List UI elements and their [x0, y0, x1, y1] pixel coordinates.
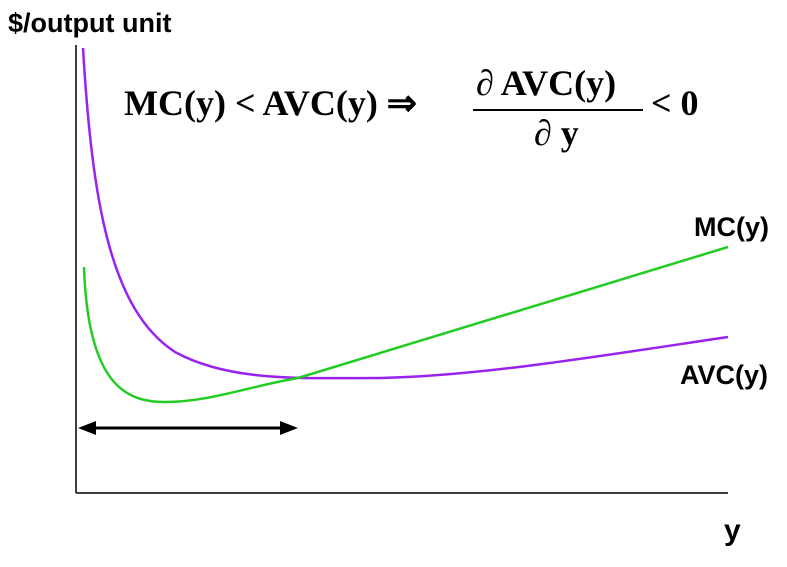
fraction-bar — [473, 109, 643, 111]
equation-right: < 0 — [651, 83, 699, 123]
mc-curve — [82, 245, 729, 404]
avc-curve-label: AVC(y) — [680, 360, 769, 390]
equation-numerator: ∂ AVC(y) — [476, 63, 617, 103]
avc-curve — [81, 47, 729, 380]
equation-denominator: ∂ y — [534, 113, 579, 153]
range-arrow — [78, 421, 298, 435]
equation-left: MC(y) < AVC(y) ⇒ — [124, 83, 417, 123]
x-axis-label: y — [724, 514, 741, 547]
y-axis-label: $/output unit — [8, 8, 172, 38]
mc-curve-label: MC(y) — [694, 212, 769, 242]
